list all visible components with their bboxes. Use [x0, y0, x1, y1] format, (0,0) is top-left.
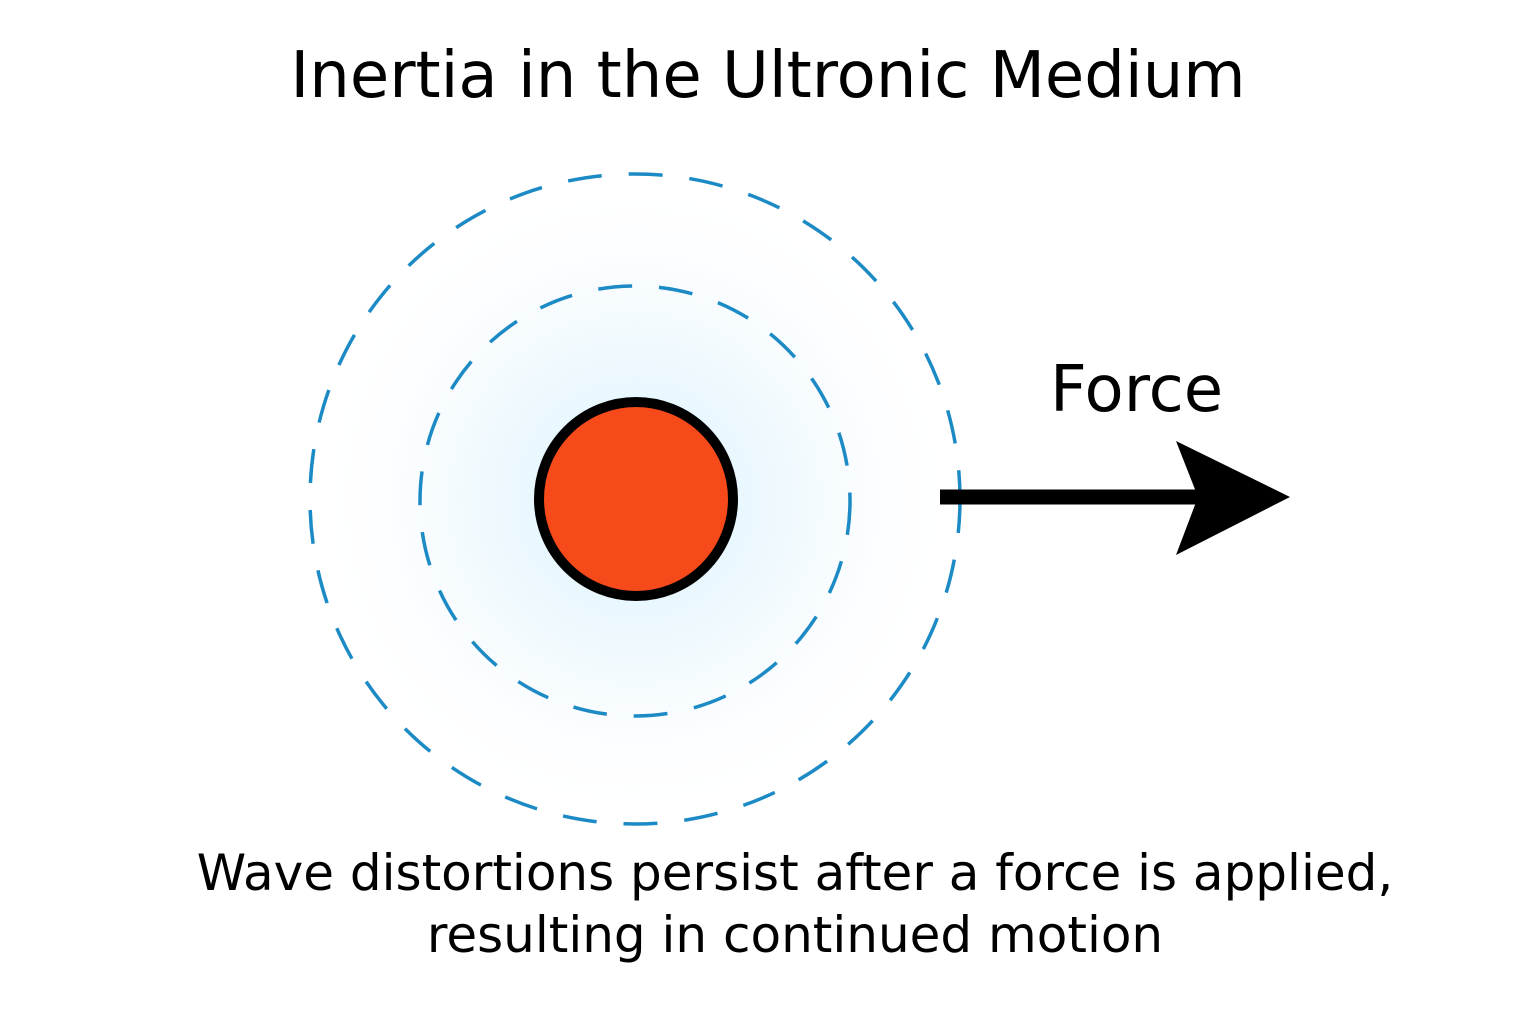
caption: Wave distortions persist after a force i…	[0, 842, 1536, 966]
caption-line-2: resulting in continued motion	[426, 906, 1164, 964]
force-arrow	[940, 441, 1290, 555]
diagram-title: Inertia in the Ultronic Medium	[290, 39, 1246, 113]
force-arrow-head	[1176, 441, 1290, 555]
caption-line-1: Wave distortions persist after a force i…	[196, 844, 1394, 902]
particle	[534, 397, 738, 601]
inner-wave-ring	[418, 284, 852, 718]
force-label: Force	[1050, 353, 1224, 427]
